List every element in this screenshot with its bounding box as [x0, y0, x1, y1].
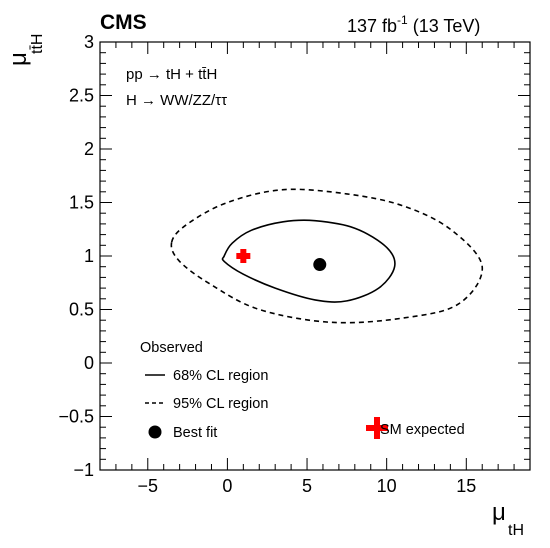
- process-annotation: pp → tH + tt̄H: [126, 66, 217, 83]
- decay-annotation: H → WW/ZZ/ττ: [126, 92, 227, 109]
- contour-68cl: [221, 219, 396, 303]
- best-fit-point: [313, 258, 327, 272]
- legend-best-fit-marker: [148, 425, 162, 439]
- luminosity-label: 137 fb-1 (13 TeV): [347, 13, 480, 36]
- x-tick-labels: −5 0 5 10 15: [138, 476, 477, 496]
- legend: Observed 68% CL region 95% CL region Bes…: [140, 340, 465, 441]
- x-tick-label: 5: [302, 476, 312, 496]
- legend-68-label: 68% CL region: [173, 368, 268, 384]
- legend-sm-label: SM expected: [380, 422, 465, 438]
- contour-95cl: [170, 188, 484, 324]
- x-tick-label: 10: [377, 476, 397, 496]
- svg-text:tt̄H: tt̄H: [29, 34, 46, 54]
- y-tick-labels: −1 −0.5 0 0.5 1 1.5 2 2.5 3: [58, 32, 94, 480]
- svg-text:tH: tH: [508, 522, 524, 539]
- experiment-label: CMS: [100, 11, 147, 34]
- sm-expected-point: [236, 249, 251, 263]
- legend-best-fit-label: Best fit: [173, 425, 217, 441]
- y-axis-label: μ tt̄H: [5, 34, 46, 66]
- x-tick-label: 15: [456, 476, 476, 496]
- legend-title: Observed: [140, 340, 203, 356]
- y-tick-label: 2.5: [69, 86, 94, 106]
- y-tick-label: 3: [84, 32, 94, 52]
- x-tick-label: 0: [222, 476, 232, 496]
- y-tick-label: 0: [84, 353, 94, 373]
- svg-text:μ: μ: [5, 52, 32, 66]
- axis-ticks: [99, 41, 531, 471]
- x-tick-label: −5: [138, 476, 159, 496]
- legend-sm-marker: [366, 417, 388, 439]
- y-tick-label: 1: [84, 246, 94, 266]
- y-tick-label: 1.5: [69, 193, 94, 213]
- markers: [236, 249, 327, 272]
- y-tick-label: −0.5: [58, 407, 94, 427]
- y-tick-label: −1: [73, 460, 94, 480]
- x-axis-label: μ tH: [492, 499, 524, 539]
- svg-text:μ: μ: [492, 499, 506, 526]
- y-tick-label: 2: [84, 139, 94, 159]
- legend-95-label: 95% CL region: [173, 396, 268, 412]
- contours: [170, 188, 484, 324]
- y-tick-label: 0.5: [69, 300, 94, 320]
